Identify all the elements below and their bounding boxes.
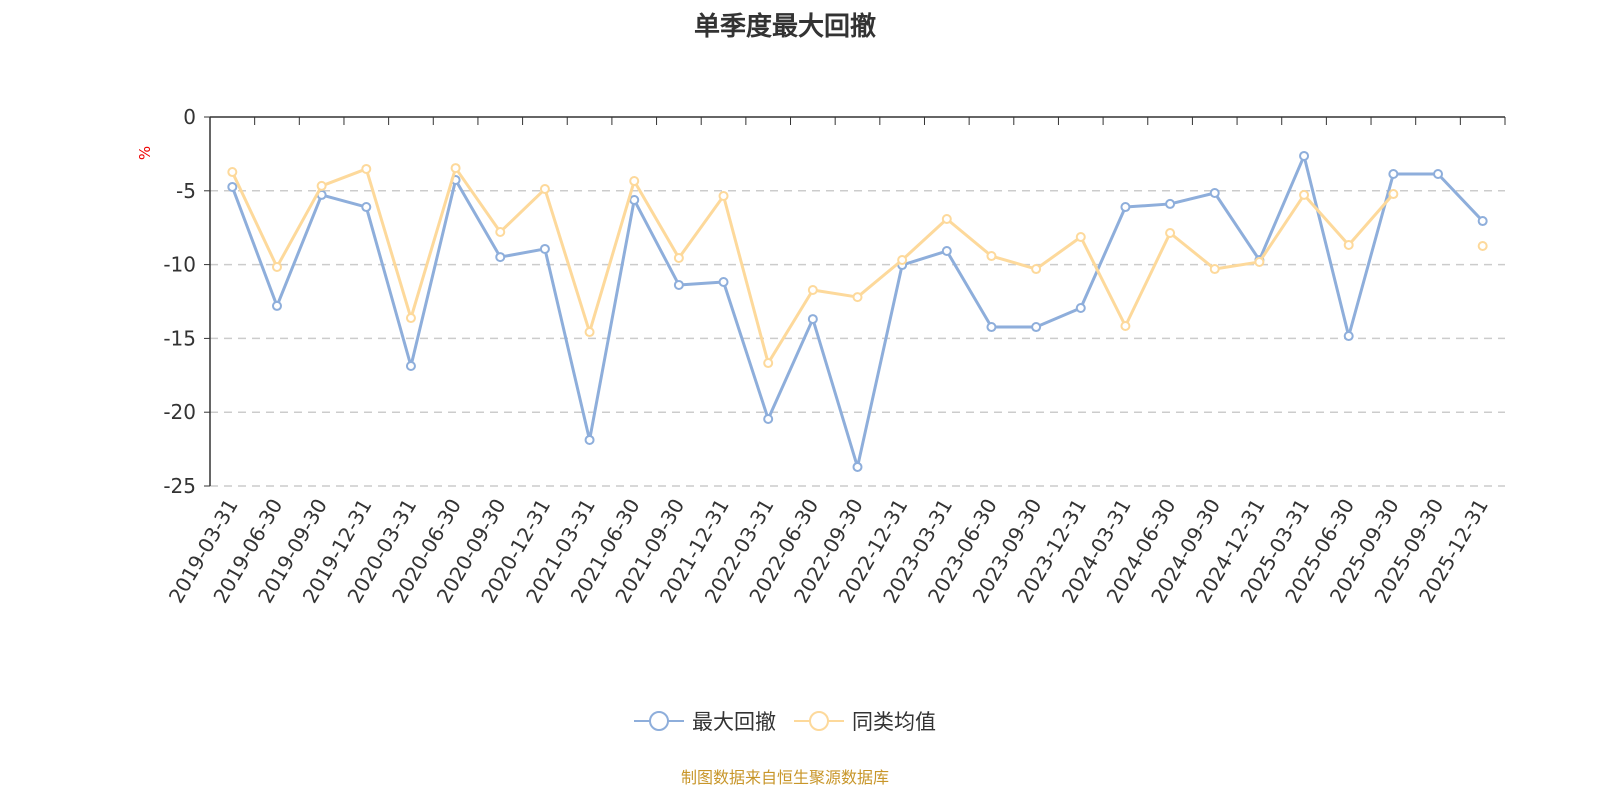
- data-point: [271, 300, 282, 311]
- source-note: 制图数据来自恒生聚源数据库: [680, 768, 889, 787]
- data-point: [1165, 228, 1176, 239]
- data-point: [450, 163, 461, 174]
- data-point: [316, 189, 327, 200]
- data-point: [807, 314, 818, 325]
- data-point: [763, 358, 774, 369]
- legend-label: 同类均值: [852, 710, 936, 734]
- data-point: [941, 246, 952, 257]
- data-point: [495, 252, 506, 263]
- legend: 最大回撤 同类均值: [0, 706, 1570, 736]
- data-point: [361, 202, 372, 213]
- data-point: [584, 434, 595, 445]
- data-point: [1477, 216, 1488, 227]
- data-point: [1165, 198, 1176, 209]
- y-tick-label: 0: [183, 105, 196, 129]
- y-axis-label: %: [136, 146, 154, 160]
- data-point: [941, 213, 952, 224]
- legend-marker-icon: [794, 711, 844, 731]
- data-point: [316, 180, 327, 191]
- data-point: [1433, 168, 1444, 179]
- data-point: [271, 261, 282, 272]
- data-point: [1031, 264, 1042, 275]
- data-point: [1299, 150, 1310, 161]
- data-point: [897, 255, 908, 266]
- legend-item[interactable]: 最大回撤: [634, 706, 776, 736]
- data-point: [1343, 331, 1354, 342]
- data-point: [763, 413, 774, 424]
- data-point: [1343, 239, 1354, 250]
- data-point: [1388, 189, 1399, 200]
- y-tick-label: -20: [163, 400, 196, 424]
- data-point: [1254, 256, 1265, 267]
- data-point: [1388, 168, 1399, 179]
- data-point: [1209, 264, 1220, 275]
- data-point: [1299, 189, 1310, 200]
- data-point: [361, 163, 372, 174]
- data-point: [405, 313, 416, 324]
- data-point: [405, 361, 416, 372]
- data-point: [539, 243, 550, 254]
- y-tick-label: -5: [176, 179, 196, 203]
- data-point: [673, 279, 684, 290]
- data-point: [718, 190, 729, 201]
- data-point: [227, 181, 238, 192]
- data-point: [1477, 241, 1488, 252]
- data-point: [986, 322, 997, 333]
- data-point: [227, 167, 238, 178]
- data-point: [629, 176, 640, 187]
- data-point: [1031, 322, 1042, 333]
- data-point: [852, 461, 863, 472]
- data-point: [584, 327, 595, 338]
- data-point: [852, 292, 863, 303]
- data-point: [1075, 231, 1086, 242]
- data-point: [807, 284, 818, 295]
- legend-item[interactable]: 同类均值: [794, 706, 936, 736]
- data-point: [539, 184, 550, 195]
- data-point: [1075, 302, 1086, 313]
- data-point: [1209, 188, 1220, 199]
- legend-label: 最大回撤: [692, 710, 776, 734]
- legend-marker-icon: [634, 711, 684, 731]
- data-point: [718, 277, 729, 288]
- data-point: [495, 226, 506, 237]
- y-tick-label: -10: [163, 253, 196, 277]
- y-tick-label: -15: [163, 326, 196, 350]
- data-point: [1120, 202, 1131, 213]
- data-point: [629, 194, 640, 205]
- series-line-1: [230, 154, 1484, 469]
- data-point: [1120, 321, 1131, 332]
- data-point: [986, 251, 997, 262]
- y-tick-label: -25: [163, 474, 196, 498]
- data-point: [673, 252, 684, 263]
- chart-title: 单季度最大回撤: [693, 12, 876, 42]
